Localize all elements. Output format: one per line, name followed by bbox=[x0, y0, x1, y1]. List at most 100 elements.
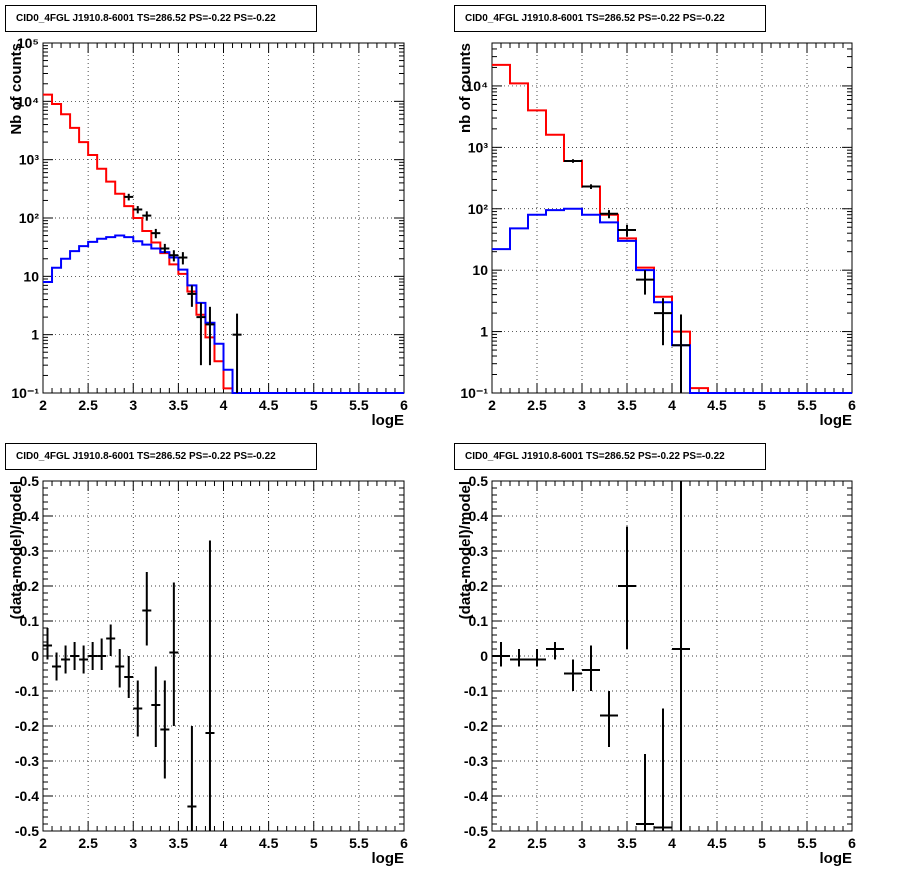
y-tick-label: 0.3 bbox=[469, 543, 489, 559]
x-tick-label: 3.5 bbox=[617, 397, 637, 413]
data-point bbox=[672, 314, 690, 393]
data-point bbox=[196, 302, 206, 366]
data-point bbox=[654, 708, 672, 831]
x-tick-label: 4.5 bbox=[707, 397, 727, 413]
y-tick-label: 1 bbox=[31, 327, 39, 343]
y-tick-label: 0.2 bbox=[20, 578, 40, 594]
y-tick-label: -0.5 bbox=[15, 823, 39, 839]
y-tick-label: 0.4 bbox=[469, 508, 489, 524]
x-tick-label: 2.5 bbox=[78, 835, 98, 851]
x-tick-label: 3.5 bbox=[617, 835, 637, 851]
y-axis-label: Nb of counts bbox=[8, 43, 25, 135]
x-tick-label: 4 bbox=[220, 397, 228, 413]
data-point bbox=[133, 680, 143, 737]
x-tick-label: 5 bbox=[310, 835, 318, 851]
data-point bbox=[205, 540, 215, 831]
data-point bbox=[636, 754, 654, 831]
data-point bbox=[115, 649, 125, 688]
data-point bbox=[169, 250, 179, 262]
data-points bbox=[492, 481, 690, 831]
y-tick-label: 10⁵ bbox=[17, 35, 39, 51]
x-tick-label: 3 bbox=[578, 835, 586, 851]
data-point bbox=[546, 642, 564, 660]
data-point bbox=[142, 572, 152, 646]
data-point bbox=[43, 628, 53, 660]
data-point bbox=[142, 211, 152, 221]
data-point bbox=[528, 649, 546, 667]
x-tick-label: 4 bbox=[668, 397, 676, 413]
x-tick-label: 3 bbox=[129, 397, 137, 413]
x-tick-label: 5.5 bbox=[797, 835, 817, 851]
y-tick-label: -0.5 bbox=[464, 823, 488, 839]
x-tick-label: 5.5 bbox=[797, 397, 817, 413]
data-point bbox=[70, 642, 80, 670]
data-points bbox=[124, 193, 242, 393]
chart-title-bottom-right: CID0_4FGL J1910.8-6001 TS=286.52 PS=-0.2… bbox=[454, 443, 766, 470]
y-tick-label: 0.5 bbox=[469, 473, 489, 489]
x-tick-label: 2.5 bbox=[527, 835, 547, 851]
y-tick-label: 0 bbox=[31, 648, 39, 664]
x-tick-label: 2 bbox=[39, 397, 47, 413]
data-point bbox=[672, 481, 690, 831]
y-tick-label: 0.1 bbox=[20, 613, 40, 629]
data-point bbox=[106, 624, 116, 656]
data-point bbox=[618, 526, 636, 649]
y-tick-label: -0.3 bbox=[464, 753, 488, 769]
y-tick-label: 10⁻¹ bbox=[11, 385, 39, 401]
x-tick-label: 2.5 bbox=[527, 397, 547, 413]
y-tick-label: 10³ bbox=[19, 152, 40, 168]
data-point bbox=[600, 210, 618, 219]
x-tick-label: 6 bbox=[848, 835, 856, 851]
data-point bbox=[61, 645, 71, 674]
x-tick-label: 6 bbox=[400, 835, 408, 851]
data-point bbox=[97, 638, 107, 670]
x-tick-label: 3 bbox=[578, 397, 586, 413]
y-tick-label: -0.3 bbox=[15, 753, 39, 769]
y-tick-label: 10² bbox=[468, 201, 489, 217]
data-point bbox=[52, 652, 62, 681]
y-axis-label: (data-model)/model bbox=[8, 481, 25, 619]
y-tick-label: 10 bbox=[472, 262, 488, 278]
data-point bbox=[510, 649, 528, 667]
data-point bbox=[124, 656, 134, 698]
chart-title-bottom-left: CID0_4FGL J1910.8-6001 TS=286.52 PS=-0.2… bbox=[5, 443, 317, 470]
model-source-histogram bbox=[492, 207, 852, 394]
model-source-histogram bbox=[43, 234, 404, 394]
x-tick-label: 4.5 bbox=[707, 835, 727, 851]
x-axis-label: logE bbox=[372, 412, 405, 429]
data-point bbox=[151, 228, 161, 239]
y-tick-label: 10² bbox=[19, 210, 40, 226]
data-point bbox=[654, 298, 672, 346]
x-tick-label: 3.5 bbox=[169, 397, 189, 413]
x-axis-label: logE bbox=[820, 412, 853, 429]
y-tick-label: 0.3 bbox=[20, 543, 40, 559]
y-tick-label: 10⁴ bbox=[17, 93, 40, 109]
x-tick-label: 5 bbox=[310, 397, 318, 413]
y-tick-label: 10⁴ bbox=[466, 78, 489, 94]
data-point bbox=[124, 193, 134, 201]
x-tick-label: 6 bbox=[400, 397, 408, 413]
y-axis-label: nb of counts bbox=[457, 43, 474, 133]
x-tick-label: 2 bbox=[488, 397, 496, 413]
x-tick-label: 2 bbox=[39, 835, 47, 851]
data-point bbox=[151, 666, 161, 747]
y-tick-label: 10³ bbox=[468, 139, 489, 155]
x-tick-label: 4 bbox=[668, 835, 676, 851]
data-point bbox=[205, 306, 215, 366]
chart-title-top-right: CID0_4FGL J1910.8-6001 TS=286.52 PS=-0.2… bbox=[454, 5, 766, 32]
y-tick-label: -0.2 bbox=[15, 718, 39, 734]
grid-lines bbox=[43, 43, 404, 393]
y-tick-label: 0 bbox=[480, 648, 488, 664]
x-tick-label: 6 bbox=[848, 397, 856, 413]
y-tick-label: -0.2 bbox=[464, 718, 488, 734]
data-point bbox=[88, 642, 98, 670]
y-tick-label: 0.4 bbox=[20, 508, 40, 524]
data-point bbox=[600, 691, 618, 747]
data-point bbox=[178, 252, 188, 265]
y-tick-label: 1 bbox=[480, 324, 488, 340]
grid-lines bbox=[492, 481, 852, 831]
y-tick-label: 0.5 bbox=[20, 473, 40, 489]
x-tick-label: 5.5 bbox=[349, 397, 369, 413]
y-tick-label: -0.4 bbox=[464, 788, 488, 804]
